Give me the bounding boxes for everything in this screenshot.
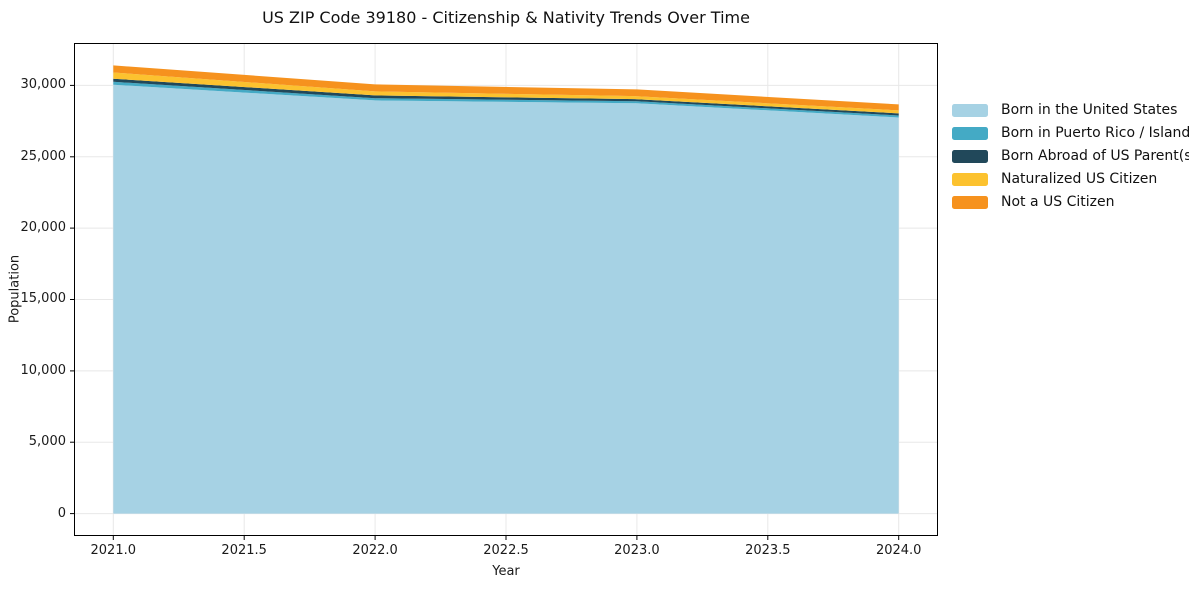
legend-swatch — [952, 195, 988, 209]
legend-item: Not a US Citizen — [952, 194, 1189, 210]
legend-item: Naturalized US Citizen — [952, 171, 1189, 187]
legend-swatch — [952, 103, 988, 117]
legend: Born in the United States Born in Puerto … — [952, 102, 1189, 210]
x-tick-label: 2021.5 — [221, 543, 267, 558]
legend-label: Born in the United States — [1001, 102, 1178, 118]
x-axis-label: Year — [492, 564, 520, 579]
area-born-in-the-united-states — [113, 84, 899, 514]
x-tick-label: 2021.0 — [90, 543, 137, 558]
stacked-area-plot — [70, 43, 938, 540]
legend-swatch — [952, 172, 988, 186]
legend-label: Not a US Citizen — [1001, 194, 1115, 210]
y-tick-label: 15,000 — [20, 291, 67, 307]
legend-label: Naturalized US Citizen — [1001, 171, 1158, 187]
y-tick-label: 20,000 — [20, 220, 67, 236]
y-tick-label: 30,000 — [20, 77, 67, 93]
y-tick-label: 25,000 — [20, 148, 67, 164]
y-tick-label: 0 — [57, 505, 66, 521]
x-tick-label: 2024.0 — [875, 543, 922, 558]
legend-swatch — [952, 149, 988, 163]
legend-item: Born Abroad of US Parent(s) — [952, 148, 1189, 164]
legend-item: Born in the United States — [952, 102, 1189, 118]
chart-title: US ZIP Code 39180 - Citizenship & Nativi… — [262, 8, 750, 27]
y-axis-label: Population — [7, 254, 23, 324]
legend-label: Born in Puerto Rico / Islands — [1001, 125, 1189, 141]
y-tick-label: 10,000 — [20, 362, 67, 378]
plot-area — [70, 43, 938, 540]
x-tick-label: 2023.0 — [614, 543, 660, 558]
y-tick-label: 5,000 — [28, 434, 66, 450]
x-tick-label: 2022.0 — [352, 543, 398, 558]
legend-swatch — [952, 126, 988, 140]
legend-item: Born in Puerto Rico / Islands — [952, 125, 1189, 141]
x-tick-label: 2022.5 — [483, 543, 529, 558]
plot-border — [74, 43, 938, 536]
x-tick-label: 2023.5 — [745, 543, 791, 558]
area-not-a-us-citizen — [113, 65, 899, 111]
legend-label: Born Abroad of US Parent(s) — [1001, 148, 1189, 164]
